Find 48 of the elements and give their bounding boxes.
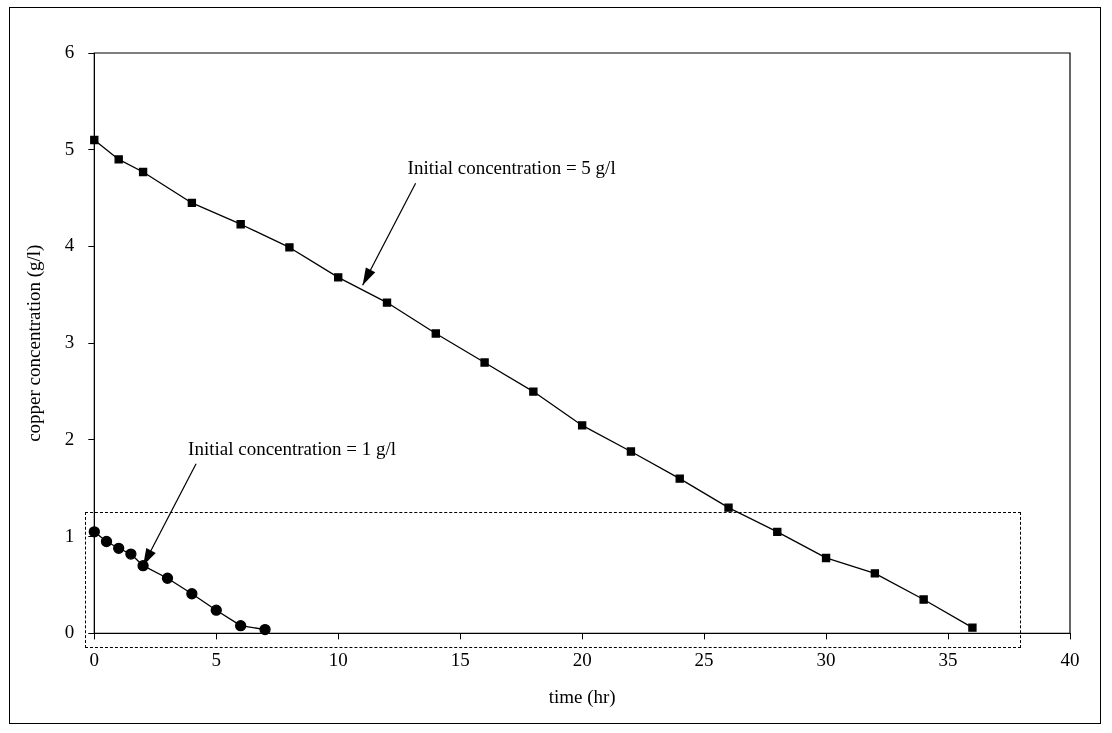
point	[236, 220, 245, 229]
y-tick-label: 3	[64, 331, 75, 353]
point	[724, 503, 733, 512]
x-tick-label: 40	[1060, 648, 1080, 670]
point	[821, 553, 831, 563]
y-tick-label: 1	[64, 524, 75, 546]
point	[100, 535, 113, 548]
y-tick-label: 0	[64, 621, 75, 643]
point	[186, 588, 198, 600]
point	[285, 243, 294, 252]
y-tick-label: 6	[64, 40, 75, 62]
point	[773, 527, 782, 537]
point	[113, 542, 125, 554]
point	[577, 421, 587, 430]
point	[626, 447, 636, 456]
point	[259, 623, 271, 636]
point	[334, 273, 343, 282]
point	[919, 595, 928, 604]
y-axis-title: copper concentration (g/l)	[23, 244, 46, 442]
point	[870, 569, 880, 578]
x-tick-label: 5	[211, 648, 222, 670]
annotation: Initial concentration = 5 g/l	[407, 157, 616, 179]
y-tick-label: 5	[64, 137, 75, 159]
point	[210, 604, 222, 616]
point	[235, 620, 247, 632]
y-tick-label: 4	[64, 234, 75, 256]
x-tick-label: 25	[694, 648, 714, 670]
point	[161, 572, 174, 584]
point	[114, 155, 123, 164]
x-tick-label: 30	[816, 648, 836, 670]
x-tick-label: 0	[89, 648, 100, 670]
point	[968, 623, 977, 632]
y-tick-label: 2	[64, 427, 75, 449]
x-tick-label: 15	[450, 648, 470, 670]
x-tick-label: 20	[572, 648, 592, 670]
x-tick-label: 35	[938, 648, 958, 670]
x-axis-title: time (hr)	[548, 685, 616, 708]
point	[675, 474, 684, 483]
point	[125, 548, 137, 560]
x-tick-label: 10	[328, 648, 348, 670]
point	[137, 560, 149, 572]
point	[431, 329, 440, 338]
annotation: Initial concentration = 1 g/l	[188, 437, 397, 459]
point	[529, 387, 538, 396]
point	[138, 167, 148, 177]
point	[480, 358, 489, 367]
point	[382, 298, 392, 307]
point	[187, 198, 197, 208]
